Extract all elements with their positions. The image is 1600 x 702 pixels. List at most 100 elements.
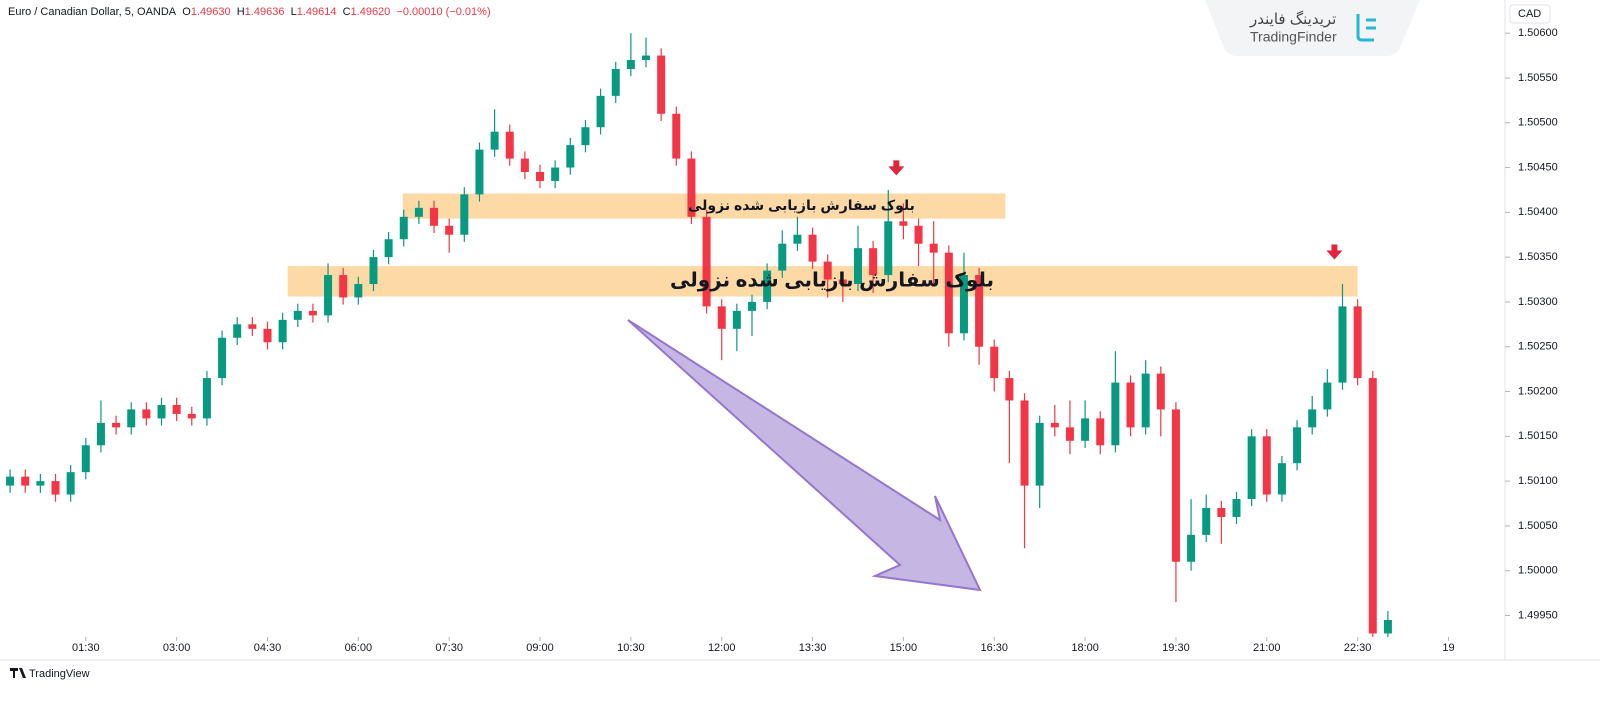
- candle-body: [202, 378, 211, 419]
- order-block-label: بلوک سفارش بازیابی شده نزولی: [688, 197, 915, 214]
- candle-body: [884, 221, 893, 276]
- x-tick-label: 10:30: [617, 642, 645, 654]
- candle-body: [747, 301, 756, 311]
- down-marker: [1326, 244, 1343, 260]
- candle-body: [838, 279, 847, 285]
- candle-body: [1065, 427, 1074, 441]
- order-block-label: بلوک سفارش بازیابی شده نزولی: [670, 270, 994, 292]
- candle-body: [1368, 378, 1377, 634]
- candle-body: [853, 248, 862, 285]
- candle-body: [278, 319, 287, 343]
- candle-body: [490, 131, 499, 150]
- y-tick-label: 1.50050: [1518, 520, 1558, 532]
- candle-body: [414, 207, 423, 217]
- y-tick-label: 1.50550: [1518, 72, 1558, 84]
- candle-body: [1277, 463, 1286, 495]
- y-tick-label: 1.50600: [1518, 27, 1558, 39]
- candle-body: [990, 346, 999, 379]
- l-label: L: [290, 6, 297, 18]
- candle-body: [36, 481, 45, 486]
- candle-body: [732, 310, 741, 329]
- x-tick-label: 19: [1442, 642, 1454, 654]
- watermark-persian: تریدینگ فایندر: [1249, 10, 1336, 28]
- symbol-header: Euro / Canadian Dollar, 5, OANDA O1.4963…: [8, 6, 491, 18]
- candle-body: [1156, 373, 1165, 410]
- candle-body: [51, 481, 60, 495]
- candle-body: [1383, 619, 1392, 634]
- order-block-zone: [287, 266, 1358, 297]
- watermark-logo: [1356, 14, 1376, 42]
- candle-body: [293, 310, 302, 320]
- candle-body: [1081, 418, 1090, 441]
- candle-body: [551, 167, 560, 181]
- order-block-zone: [402, 193, 1006, 219]
- candle-body: [187, 413, 196, 419]
- candle-body: [1293, 427, 1302, 464]
- watermark-latin: TradingFinder: [1250, 29, 1337, 45]
- candle-body: [657, 55, 666, 114]
- candle-body: [763, 270, 772, 302]
- candle-body: [1262, 436, 1271, 495]
- y-tick-label: 1.50400: [1518, 206, 1558, 218]
- candle-body: [248, 324, 257, 329]
- candle-body: [6, 476, 15, 486]
- x-tick-label: 06:00: [345, 642, 373, 654]
- candle-body: [869, 248, 878, 276]
- x-tick-label: 22:30: [1344, 642, 1372, 654]
- high: 1.49636: [244, 6, 285, 18]
- x-tick-label: 07:30: [435, 642, 463, 654]
- candle-body: [460, 194, 469, 235]
- candle-body: [566, 145, 575, 168]
- candle-body: [142, 409, 151, 419]
- candle-body: [354, 284, 363, 298]
- y-tick-label: 1.50150: [1518, 430, 1558, 442]
- watermark-box: [1205, 0, 1420, 56]
- y-tick-label: 1.50000: [1518, 565, 1558, 577]
- candle-body: [536, 172, 545, 181]
- footer-brand: TradingView: [29, 668, 90, 680]
- change: −0.00010 (−0.01%): [396, 6, 491, 18]
- candle-body: [1353, 306, 1362, 379]
- x-tick-label: 19:30: [1162, 642, 1190, 654]
- candle-body: [505, 131, 514, 159]
- x-tick-label: 16:30: [980, 642, 1008, 654]
- candle-body: [1126, 382, 1135, 428]
- candle-body: [626, 60, 635, 69]
- candle-body: [157, 404, 166, 419]
- y-tick-label: 1.50200: [1518, 385, 1558, 397]
- candle-body: [1217, 507, 1226, 517]
- candle-body: [81, 445, 90, 473]
- candle-body: [611, 68, 620, 96]
- candle-body: [66, 472, 75, 495]
- candle-body: [1247, 436, 1256, 500]
- candle-body: [672, 113, 681, 159]
- candle-body: [944, 252, 953, 334]
- candle-body: [1005, 378, 1014, 401]
- down-marker: [888, 160, 905, 176]
- x-tick-label: 04:30: [254, 642, 282, 654]
- low: 1.49614: [296, 6, 337, 18]
- candle-body: [384, 239, 393, 258]
- candle-body: [520, 158, 529, 173]
- candle-body: [324, 275, 333, 316]
- candle-body: [1035, 422, 1044, 486]
- candle-body: [399, 216, 408, 240]
- x-tick-label: 03:00: [163, 642, 191, 654]
- candle-body: [975, 275, 984, 347]
- c-label: C: [342, 6, 351, 18]
- candle-body: [808, 234, 817, 262]
- y-tick-label: 1.50350: [1518, 251, 1558, 263]
- x-tick-label: 15:00: [890, 642, 918, 654]
- direction-arrow: [627, 319, 982, 592]
- h-label: H: [236, 6, 245, 18]
- candle-body: [1338, 306, 1347, 383]
- candle-body: [1202, 507, 1211, 535]
- candle-body: [687, 158, 696, 217]
- candle-body: [823, 261, 832, 280]
- candle-body: [127, 409, 136, 428]
- candle-body: [581, 127, 590, 146]
- candle-body: [369, 257, 378, 285]
- candle-body: [959, 275, 968, 334]
- candle-body: [1171, 409, 1180, 562]
- candle-body: [702, 216, 711, 307]
